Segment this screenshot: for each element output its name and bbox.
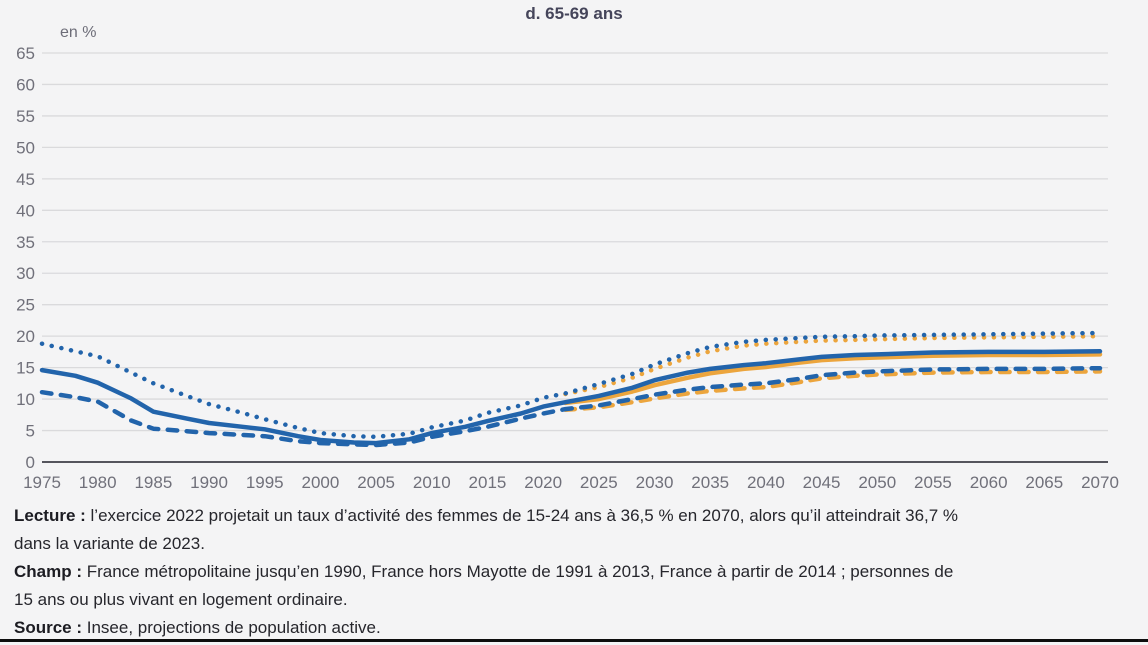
- y-tick-label: 40: [16, 201, 35, 220]
- y-tick-label: 25: [16, 296, 35, 315]
- y-tick-label: 10: [16, 390, 35, 409]
- x-tick-label: 2025: [580, 473, 618, 492]
- x-tick-label: 2055: [914, 473, 952, 492]
- notes: Lecture : l’exercice 2022 projetait un t…: [14, 502, 1138, 642]
- note-label: Lecture :: [14, 506, 86, 525]
- x-tick-label: 2070: [1081, 473, 1119, 492]
- y-tick-label: 15: [16, 359, 35, 378]
- x-tick-label: 2030: [636, 473, 674, 492]
- y-tick-label: 20: [16, 327, 35, 346]
- y-tick-label: 45: [16, 170, 35, 189]
- series-line-orange-solid-from-2022: [563, 352, 1103, 406]
- note-label: Champ :: [14, 562, 82, 581]
- y-tick-label: 60: [16, 75, 35, 94]
- series-line-blue-dotted: [39, 330, 1103, 440]
- y-tick-label: 55: [16, 107, 35, 126]
- x-tick-label: 1995: [246, 473, 284, 492]
- y-tick-label: 65: [16, 44, 35, 63]
- x-tick-label: 1990: [190, 473, 228, 492]
- note-line: dans la variante de 2023.: [14, 534, 205, 553]
- x-tick-label: 2050: [858, 473, 896, 492]
- y-axis-unit-label: en %: [60, 24, 97, 41]
- x-tick-label: 1980: [79, 473, 117, 492]
- x-tick-label: 1985: [134, 473, 172, 492]
- y-tick-label: 35: [16, 233, 35, 252]
- note-line: Lecture : l’exercice 2022 projetait un t…: [14, 506, 959, 525]
- note-line: Source : Insee, projections de populatio…: [14, 618, 381, 637]
- y-tick-label: 5: [26, 422, 35, 441]
- note-line: Champ : France métropolitaine jusqu’en 1…: [14, 562, 954, 581]
- x-tick-label: 2045: [803, 473, 841, 492]
- x-tick-label: 2000: [302, 473, 340, 492]
- y-tick-label: 50: [16, 138, 35, 157]
- x-tick-label: 2065: [1025, 473, 1063, 492]
- note-line: 15 ans ou plus vivant en logement ordina…: [14, 590, 348, 609]
- series-line-blue-solid: [39, 349, 1103, 446]
- x-tick-label: 2020: [524, 473, 562, 492]
- series-line-orange-dotted-from-2022: [563, 333, 1103, 397]
- x-tick-label: 2060: [970, 473, 1008, 492]
- note-label: Source :: [14, 618, 83, 637]
- series-line-orange-dashed-from-2022: [563, 369, 1103, 413]
- chart-title: d. 65-69 ans: [525, 4, 623, 23]
- x-tick-label: 2010: [413, 473, 451, 492]
- bottom-rule: [0, 639, 1148, 642]
- x-tick-label: 2005: [357, 473, 395, 492]
- y-tick-label: 0: [26, 453, 35, 472]
- x-tick-label: 2040: [747, 473, 785, 492]
- x-tick-label: 1975: [23, 473, 61, 492]
- x-tick-label: 2035: [691, 473, 729, 492]
- series-line-blue-dashed: [39, 365, 1103, 448]
- y-tick-label: 30: [16, 264, 35, 283]
- x-tick-label: 2015: [469, 473, 507, 492]
